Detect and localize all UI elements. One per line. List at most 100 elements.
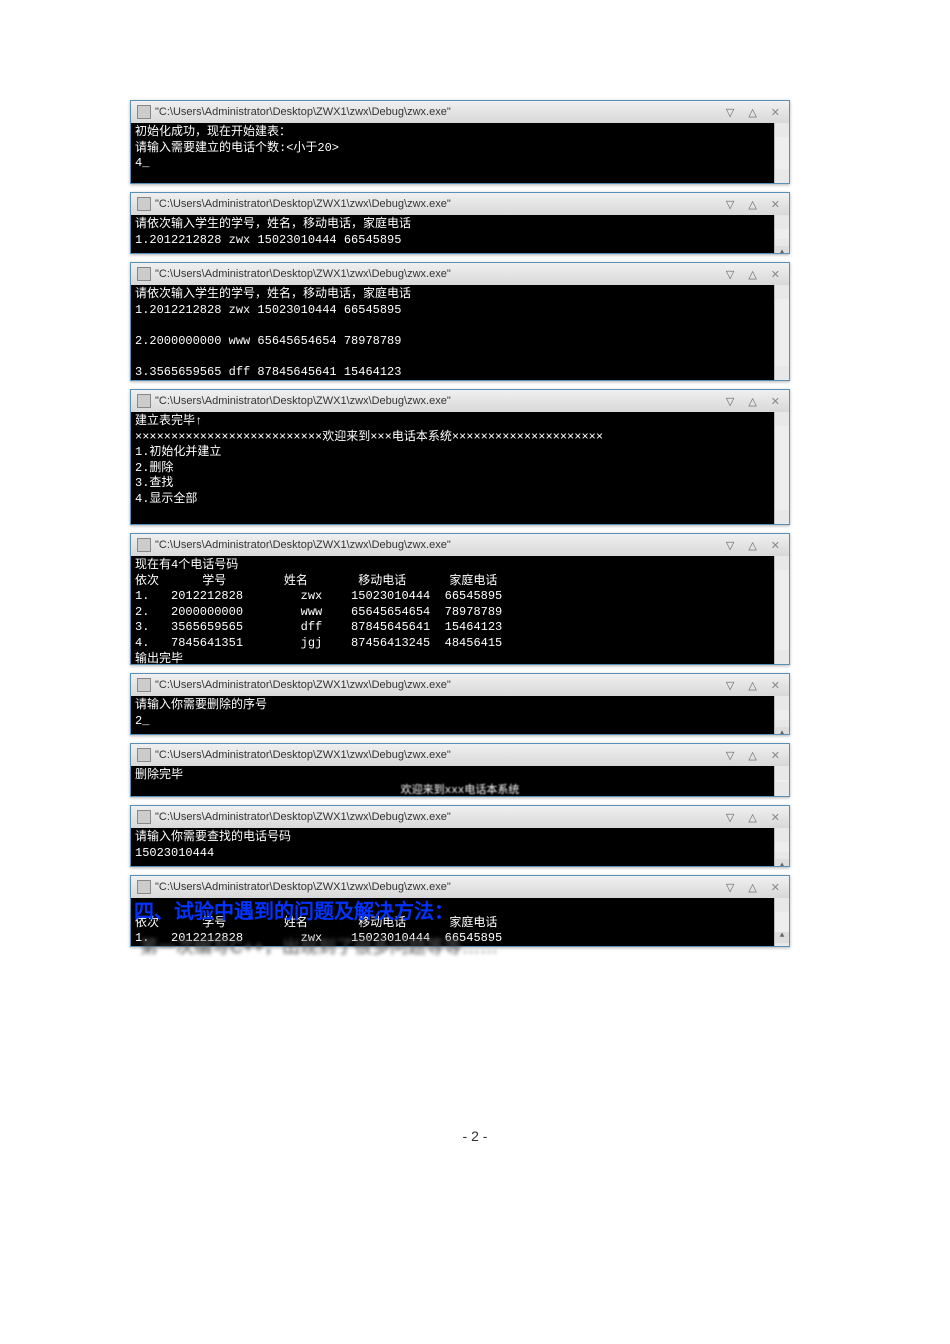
console-line: 建立表完毕↑ [135,414,202,428]
scrollbar-track[interactable] [775,299,789,366]
minimize-icon[interactable]: ▽ [723,749,737,762]
app-icon [137,810,151,824]
console-line: 3. 3565659565 dff 87845645641 15464123 [135,620,502,634]
minimize-icon[interactable]: ▽ [723,268,737,281]
minimize-icon[interactable]: ▽ [723,679,737,692]
scrollbar[interactable]: ▲ [774,215,789,253]
scrollbar-track[interactable] [775,710,789,720]
window-controls: ▽ △ ✕ [723,106,783,119]
scrollbar-track[interactable] [775,229,789,239]
close-icon[interactable]: ✕ [768,198,783,211]
page-number: - 2 - [463,1128,488,1144]
console-line: 1.2012212828 zwx 15023010444 66545895 [135,233,401,247]
page-content: "C:\Users\Administrator\Desktop\ZWX1\zwx… [130,100,790,955]
title-bar: "C:\Users\Administrator\Desktop\ZWX1\zwx… [131,263,789,285]
maximize-icon[interactable]: △ [745,268,759,281]
console-line: 依次 学号 姓名 移动电话 家庭电话 [135,574,497,588]
close-icon[interactable]: ✕ [768,811,783,824]
minimize-icon[interactable]: ▽ [723,198,737,211]
scrollbar-track[interactable] [775,912,789,932]
minimize-icon[interactable]: ▽ [723,539,737,552]
minimize-icon[interactable]: ▽ [723,811,737,824]
console-body: 建立表完毕↑ ××××××××××××××××××××××××××欢迎来到×××… [131,412,789,524]
maximize-icon[interactable]: △ [745,811,759,824]
maximize-icon[interactable]: △ [745,106,759,119]
console-line: 删除完毕 [135,768,183,782]
scrollbar[interactable]: ▲ [774,123,789,183]
console-window-5: "C:\Users\Administrator\Desktop\ZWX1\zwx… [130,533,790,665]
minimize-icon[interactable]: ▽ [723,106,737,119]
scrollbar-track[interactable] [775,780,789,782]
close-icon[interactable]: ✕ [768,881,783,894]
close-icon[interactable]: ✕ [768,539,783,552]
scrollbar[interactable]: ▲ [774,898,789,946]
console-line: 2.删除 [135,461,173,475]
title-bar: "C:\Users\Administrator\Desktop\ZWX1\zwx… [131,193,789,215]
console-line: 1. 2012212828 zwx 15023010444 66545895 [135,589,502,603]
maximize-icon[interactable]: △ [745,749,759,762]
title-path: "C:\Users\Administrator\Desktop\ZWX1\zwx… [155,811,451,823]
maximize-icon[interactable]: △ [745,395,759,408]
app-icon [137,105,151,119]
window-controls: ▽ △ ✕ [723,268,783,281]
close-icon[interactable]: ✕ [768,268,783,281]
title-path: "C:\Users\Administrator\Desktop\ZWX1\zwx… [155,749,451,761]
close-icon[interactable]: ✕ [768,679,783,692]
console-line: 输出完毕 [135,652,183,664]
maximize-icon[interactable]: △ [745,881,759,894]
console-window-6: "C:\Users\Administrator\Desktop\ZWX1\zwx… [130,673,790,735]
minimize-icon[interactable]: ▽ [723,395,737,408]
app-icon [137,880,151,894]
console-body: 请依次输入学生的学号，姓名，移动电话，家庭电话 1.2012212828 zwx… [131,215,789,253]
window-controls: ▽ △ ✕ [723,679,783,692]
title-bar: "C:\Users\Administrator\Desktop\ZWX1\zwx… [131,806,789,828]
scrollbar[interactable]: ▲ [774,556,789,664]
close-icon[interactable]: ✕ [768,395,783,408]
minimize-icon[interactable]: ▽ [723,881,737,894]
scrollbar[interactable]: ▲ [774,696,789,734]
console-line: 4. 7845641351 jgj 87456413245 48456415 [135,636,502,650]
scrollbar[interactable]: ▲ [774,766,789,796]
close-icon[interactable]: ✕ [768,749,783,762]
console-line: 请依次输入学生的学号，姓名，移动电话，家庭电话 [135,217,411,231]
console-line: ××××××××××××××××××××××××××欢迎来到×××电话本系统××… [135,430,603,444]
title-bar: "C:\Users\Administrator\Desktop\ZWX1\zwx… [131,101,789,123]
title-bar: "C:\Users\Administrator\Desktop\ZWX1\zwx… [131,534,789,556]
scrollbar[interactable]: ▲ [774,828,789,866]
app-icon [137,538,151,552]
scroll-up-icon[interactable]: ▲ [775,859,789,866]
console-line: 2.2000000000 www 65645654654 78978789 [135,334,401,348]
console-line: 初始化成功，现在开始建表： [135,125,291,139]
app-icon [137,197,151,211]
console-line: 1.2012212828 zwx 15023010444 66545895 [135,303,401,317]
maximize-icon[interactable]: △ [745,539,759,552]
maximize-icon[interactable]: △ [745,679,759,692]
console-line: 2_ [135,714,149,728]
scrollbar-track[interactable] [775,842,789,852]
console-window-1: "C:\Users\Administrator\Desktop\ZWX1\zwx… [130,100,790,184]
app-icon [137,748,151,762]
blurred-text: 第一次编写C++，出现到了很多问题等等…… [140,933,498,959]
footer-line: 欢迎来到xxx电话本系统 [135,784,785,796]
section-heading: 四、试验中遇到的问题及解决方法： [134,895,454,924]
scrollbar[interactable]: ▲ [774,285,789,380]
console-line: 4_ [135,156,149,170]
console-line: 请依次输入学生的学号，姓名，移动电话，家庭电话 [135,287,411,301]
maximize-icon[interactable]: △ [745,198,759,211]
scrollbar-track[interactable] [775,570,789,650]
app-icon [137,678,151,692]
title-path: "C:\Users\Administrator\Desktop\ZWX1\zwx… [155,395,451,407]
console-line: 4_ [135,523,149,524]
scrollbar-track[interactable] [775,426,789,510]
scrollbar-track[interactable] [775,137,789,169]
window-controls: ▽ △ ✕ [723,198,783,211]
close-icon[interactable]: ✕ [768,106,783,119]
console-window-3: "C:\Users\Administrator\Desktop\ZWX1\zwx… [130,262,790,381]
console-window-7: "C:\Users\Administrator\Desktop\ZWX1\zwx… [130,743,790,797]
window-controls: ▽ △ ✕ [723,539,783,552]
scrollbar[interactable]: ▲ [774,412,789,524]
title-bar: "C:\Users\Administrator\Desktop\ZWX1\zwx… [131,674,789,696]
title-path: "C:\Users\Administrator\Desktop\ZWX1\zwx… [155,198,451,210]
scroll-up-icon[interactable]: ▲ [775,727,789,734]
scroll-up-icon[interactable]: ▲ [775,246,789,253]
